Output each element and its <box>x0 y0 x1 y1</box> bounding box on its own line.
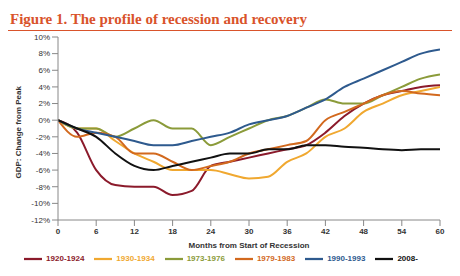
svg-text:0: 0 <box>56 227 61 236</box>
html-text:2008-: 2008- <box>397 254 418 264</box>
svg-text:30: 30 <box>245 227 254 236</box>
svg-text:Months from Start of Recession: Months from Start of Recession <box>189 241 310 250</box>
svg-text:12: 12 <box>130 227 139 236</box>
html-text:1930-1934: 1930-1934 <box>116 254 155 264</box>
svg-text:-2%: -2% <box>36 133 50 142</box>
html-text:1920-1924: 1920-1924 <box>46 254 85 264</box>
svg-text:GDP: Change from Peak: GDP: Change from Peak <box>14 85 23 178</box>
svg-text:6%: 6% <box>38 66 50 75</box>
svg-text:60: 60 <box>436 227 445 236</box>
html-text:1990-1993: 1990-1993 <box>327 254 366 264</box>
svg-text:-8%: -8% <box>36 183 50 192</box>
svg-text:18: 18 <box>168 227 177 236</box>
svg-text:-4%: -4% <box>36 149 50 158</box>
svg-text:0%: 0% <box>38 116 50 125</box>
svg-text:-6%: -6% <box>36 166 50 175</box>
svg-text:-10%: -10% <box>31 199 50 208</box>
svg-text:54: 54 <box>397 227 406 236</box>
svg-text:2%: 2% <box>38 99 50 108</box>
svg-text:6: 6 <box>94 227 99 236</box>
svg-text:48: 48 <box>359 227 368 236</box>
svg-text:42: 42 <box>321 227 330 236</box>
svg-text:24: 24 <box>206 227 215 236</box>
html-text:1979-1983: 1979-1983 <box>256 254 296 264</box>
svg-text:10%: 10% <box>34 33 50 42</box>
svg-text:-12%: -12% <box>31 216 50 225</box>
html-text:1973-1976: 1973-1976 <box>186 254 225 264</box>
svg-text:36: 36 <box>283 227 292 236</box>
html-text:Figure 1. The profile of reces: Figure 1. The profile of recession and r… <box>10 11 307 27</box>
svg-text:4%: 4% <box>38 83 50 92</box>
svg-text:8%: 8% <box>38 49 50 58</box>
